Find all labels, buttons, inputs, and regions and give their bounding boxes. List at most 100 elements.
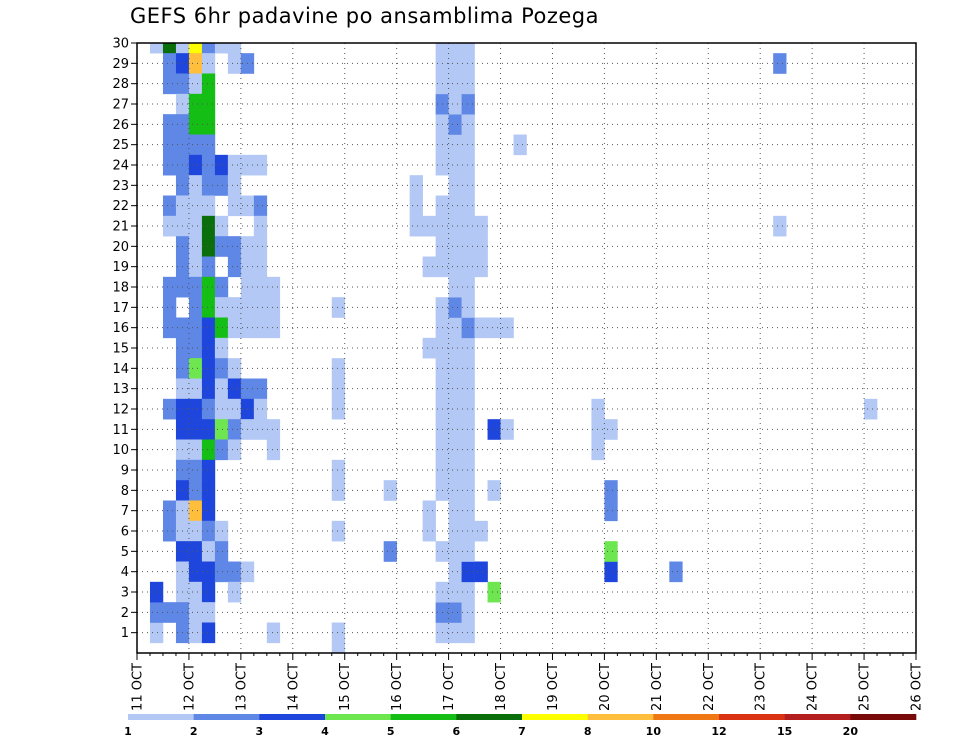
heatmap-cell <box>448 317 462 339</box>
heatmap-cell <box>162 215 177 237</box>
colorbar-swatch <box>653 714 720 720</box>
heatmap-cell <box>461 43 475 54</box>
heatmap-cell <box>474 256 488 278</box>
x-tick-label: 11 OCT <box>131 663 146 711</box>
heatmap-cell <box>448 195 462 217</box>
heatmap-cell <box>175 43 190 54</box>
heatmap-cell <box>227 358 242 379</box>
heatmap-cell <box>227 175 242 196</box>
heatmap-cell <box>214 561 229 583</box>
colorbar-swatch <box>587 714 654 720</box>
heatmap-cell <box>448 175 462 196</box>
heatmap-cell <box>214 541 229 562</box>
heatmap-cell <box>461 297 475 318</box>
heatmap-cell <box>201 480 216 501</box>
heatmap-cell <box>201 358 216 379</box>
heatmap-cell <box>201 541 216 562</box>
heatmap-cell <box>253 297 268 318</box>
heatmap-cell <box>188 297 203 318</box>
heatmap-cell <box>331 297 346 318</box>
heatmap-cell <box>253 317 268 339</box>
heatmap-cell <box>266 419 281 440</box>
heatmap-cell <box>188 622 203 644</box>
heatmap-cell <box>448 43 462 54</box>
colorbar-label: 1 <box>124 725 132 738</box>
colorbar-label: 4 <box>321 725 329 738</box>
heatmap-cells <box>149 43 878 654</box>
colorbar-label: 2 <box>190 725 198 738</box>
heatmap-cell <box>227 439 242 461</box>
heatmap-cell <box>227 53 242 74</box>
y-tick-label: 10 <box>112 443 129 458</box>
heatmap-cell <box>448 480 462 501</box>
heatmap-cell <box>448 276 462 298</box>
colorbar-swatch <box>850 714 917 720</box>
heatmap-cell <box>448 93 462 115</box>
heatmap-cell <box>188 561 203 583</box>
heatmap-cell <box>214 378 229 400</box>
x-tick-label: 14 OCT <box>286 663 301 711</box>
heatmap-cell <box>214 398 229 420</box>
heatmap-cell <box>188 520 203 542</box>
colorbar-label: 5 <box>387 725 395 738</box>
y-tick-label: 26 <box>112 118 129 133</box>
heatmap-cell <box>487 581 501 603</box>
heatmap-cell <box>188 73 203 95</box>
heatmap-cell <box>409 175 423 196</box>
heatmap-cell <box>448 114 462 135</box>
heatmap-cell <box>201 419 216 440</box>
heatmap-cell <box>214 175 229 196</box>
heatmap-cell <box>214 358 229 379</box>
heatmap-cell <box>331 642 346 654</box>
heatmap-cell <box>201 276 216 298</box>
heatmap-cell <box>201 53 216 74</box>
y-tick-label: 16 <box>112 321 129 336</box>
heatmap-cell <box>188 154 203 176</box>
heatmap-cell <box>604 561 618 583</box>
colorbar-label: 10 <box>646 725 662 738</box>
heatmap-cell <box>448 459 462 481</box>
heatmap-cell <box>331 520 346 542</box>
heatmap-cell <box>448 358 462 379</box>
y-tick-label: 3 <box>121 586 129 601</box>
heatmap-cell <box>266 622 281 644</box>
heatmap-cell <box>188 602 203 623</box>
heatmap-cell <box>461 439 475 461</box>
x-tick-label: 18 OCT <box>494 663 509 711</box>
colorbar-swatch <box>522 714 588 720</box>
heatmap-cell <box>162 276 177 298</box>
heatmap-cell <box>448 215 462 237</box>
heatmap-cell <box>669 561 683 583</box>
heatmap-cell <box>448 581 462 603</box>
heatmap-cell <box>188 195 203 217</box>
heatmap-cell <box>201 114 216 135</box>
y-tick-label: 7 <box>121 504 129 519</box>
heatmap-cell <box>448 419 462 440</box>
y-tick-label: 22 <box>112 199 129 214</box>
heatmap-cell <box>227 581 242 603</box>
heatmap-cell <box>227 297 242 318</box>
heatmap-cell <box>188 337 203 359</box>
x-tick-label: 26 OCT <box>910 663 925 711</box>
heatmap-cell <box>188 439 203 461</box>
colorbar-label: 20 <box>843 725 859 738</box>
heatmap-cell <box>253 378 268 400</box>
heatmap-cell <box>604 541 618 562</box>
heatmap-cell <box>461 622 475 644</box>
heatmap-cell <box>162 317 177 339</box>
heatmap-cell <box>253 276 268 298</box>
heatmap-cell <box>188 459 203 481</box>
heatmap-cell <box>461 93 475 115</box>
heatmap-cell <box>448 73 462 95</box>
heatmap-cell <box>461 378 475 400</box>
heatmap-cell <box>214 439 229 461</box>
heatmap-cell <box>461 520 475 542</box>
heatmap-cell <box>461 480 475 501</box>
y-tick-label: 20 <box>112 240 129 255</box>
heatmap-cell <box>188 175 203 196</box>
heatmap-cell <box>487 419 501 440</box>
heatmap-cell <box>461 154 475 176</box>
colorbar-swatch <box>193 714 260 720</box>
heatmap-cell <box>188 541 203 562</box>
colorbar-label: 3 <box>256 725 264 738</box>
